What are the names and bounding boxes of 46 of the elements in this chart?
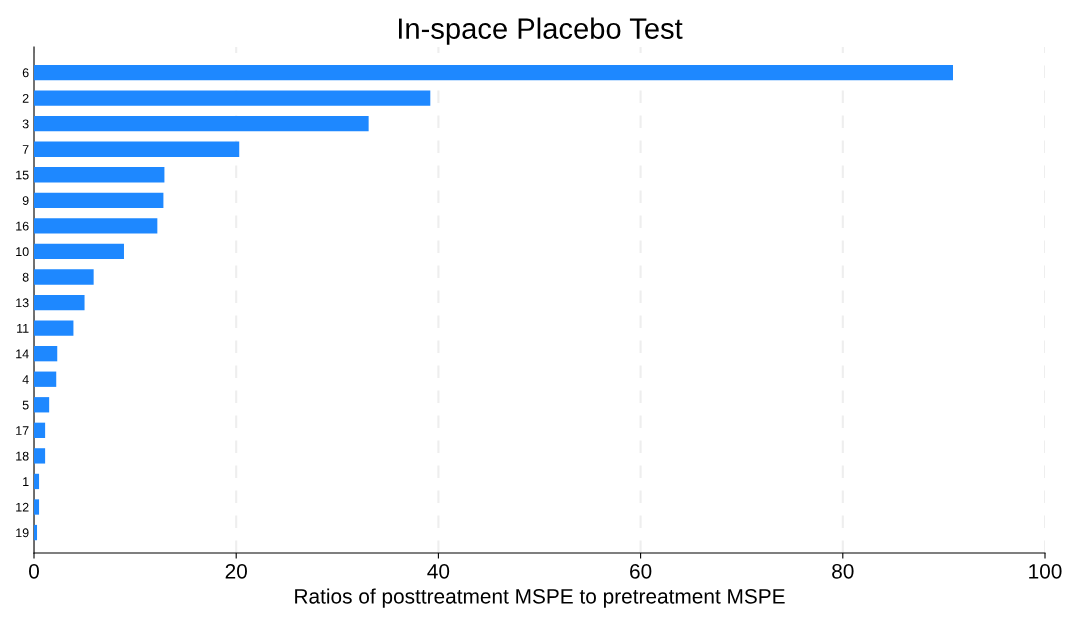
x-tick-label: 0 [29, 563, 39, 579]
chart-title: In-space Placebo Test [398, 17, 683, 45]
bar [34, 90, 431, 106]
y-tick-label: 6 [22, 68, 29, 78]
bar [34, 167, 165, 183]
bar [34, 499, 40, 515]
y-tick-label: 3 [22, 119, 29, 129]
y-tick-label: 19 [16, 528, 29, 538]
bar [34, 269, 94, 285]
y-tick-label: 1 [23, 477, 29, 486]
bar [34, 422, 46, 438]
bar [34, 371, 57, 387]
bar [34, 294, 85, 311]
y-tick-label: 17 [16, 426, 29, 435]
bar [34, 243, 124, 260]
y-tick-label: 13 [16, 298, 29, 308]
y-tick-label: 11 [17, 324, 29, 333]
bar [34, 192, 164, 208]
y-tick-label: 9 [22, 196, 29, 205]
y-tick-label: 5 [22, 400, 29, 410]
x-tick-label: 20 [225, 563, 247, 579]
x-tick-label: 100 [1029, 563, 1062, 579]
y-tick-label: 2 [22, 93, 29, 103]
x-tick-label: 40 [427, 563, 450, 579]
y-tick-label: 15 [16, 170, 29, 180]
y-tick-label: 8 [22, 272, 29, 282]
x-tick-label: 60 [630, 563, 652, 579]
bar [34, 320, 74, 336]
bar [34, 397, 50, 413]
bar [34, 218, 158, 234]
x-axis-title: Ratios of posttreatment MSPE to pretreatment MSPE [295, 588, 785, 608]
y-tick-label: 18 [16, 451, 29, 461]
bar [34, 346, 58, 362]
y-tick-label: 7 [22, 145, 29, 154]
bar [34, 448, 46, 464]
y-tick-label: 12 [16, 502, 29, 512]
bar [34, 64, 953, 81]
bar [34, 141, 240, 157]
bar [34, 524, 38, 541]
bar [34, 473, 40, 490]
y-tick-label: 10 [16, 247, 29, 257]
x-tick-label: 80 [832, 563, 854, 579]
y-tick-label: 16 [16, 221, 29, 231]
y-tick-label: 4 [22, 375, 29, 384]
bar [34, 116, 369, 132]
y-tick-label: 14 [16, 349, 29, 359]
